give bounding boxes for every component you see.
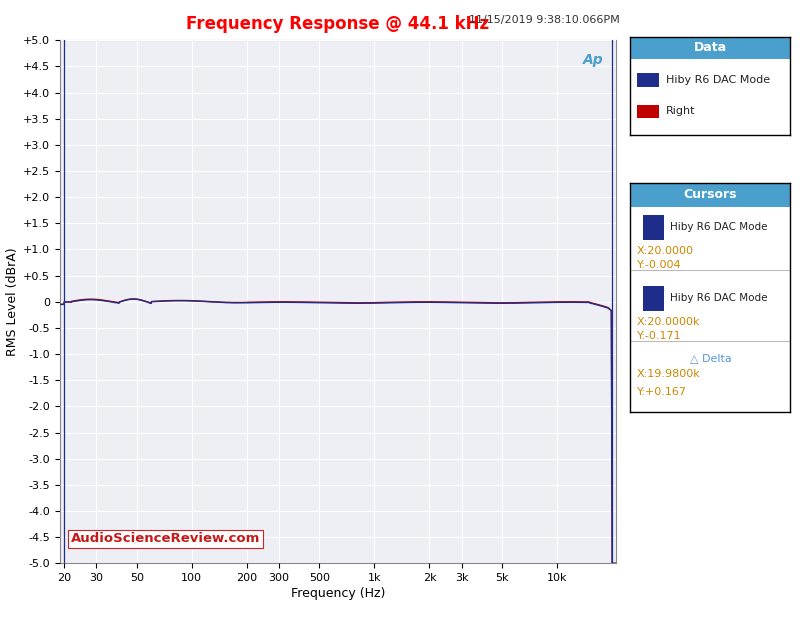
Text: Data: Data xyxy=(694,41,727,54)
Text: △ Delta: △ Delta xyxy=(690,353,731,363)
Text: Frequency Response @ 44.1 kHz: Frequency Response @ 44.1 kHz xyxy=(186,15,490,33)
Text: Ap: Ap xyxy=(583,53,604,67)
Bar xyxy=(643,285,664,311)
Y-axis label: RMS Level (dBrA): RMS Level (dBrA) xyxy=(6,248,19,356)
Text: Hiby R6 DAC Mode: Hiby R6 DAC Mode xyxy=(666,75,770,85)
Text: Y:-0.171: Y:-0.171 xyxy=(637,331,682,341)
Bar xyxy=(630,37,790,59)
Text: Y:-0.004: Y:-0.004 xyxy=(637,260,682,270)
Text: AudioScienceReview.com: AudioScienceReview.com xyxy=(71,532,261,545)
Text: X:19.9800k: X:19.9800k xyxy=(637,369,701,379)
Bar xyxy=(630,183,790,207)
Bar xyxy=(643,215,664,240)
Text: X:20.0000: X:20.0000 xyxy=(637,246,694,256)
Text: Right: Right xyxy=(666,106,695,116)
Bar xyxy=(637,73,659,87)
Bar xyxy=(637,105,659,118)
Text: Y:+0.167: Y:+0.167 xyxy=(637,387,686,397)
Text: Cursors: Cursors xyxy=(684,188,737,201)
Text: X:20.0000k: X:20.0000k xyxy=(637,318,700,327)
Text: 11/15/2019 9:38:10.066PM: 11/15/2019 9:38:10.066PM xyxy=(470,15,620,25)
Text: Hiby R6 DAC Mode: Hiby R6 DAC Mode xyxy=(670,222,768,232)
Text: Hiby R6 DAC Mode: Hiby R6 DAC Mode xyxy=(670,293,768,303)
X-axis label: Frequency (Hz): Frequency (Hz) xyxy=(291,587,385,600)
